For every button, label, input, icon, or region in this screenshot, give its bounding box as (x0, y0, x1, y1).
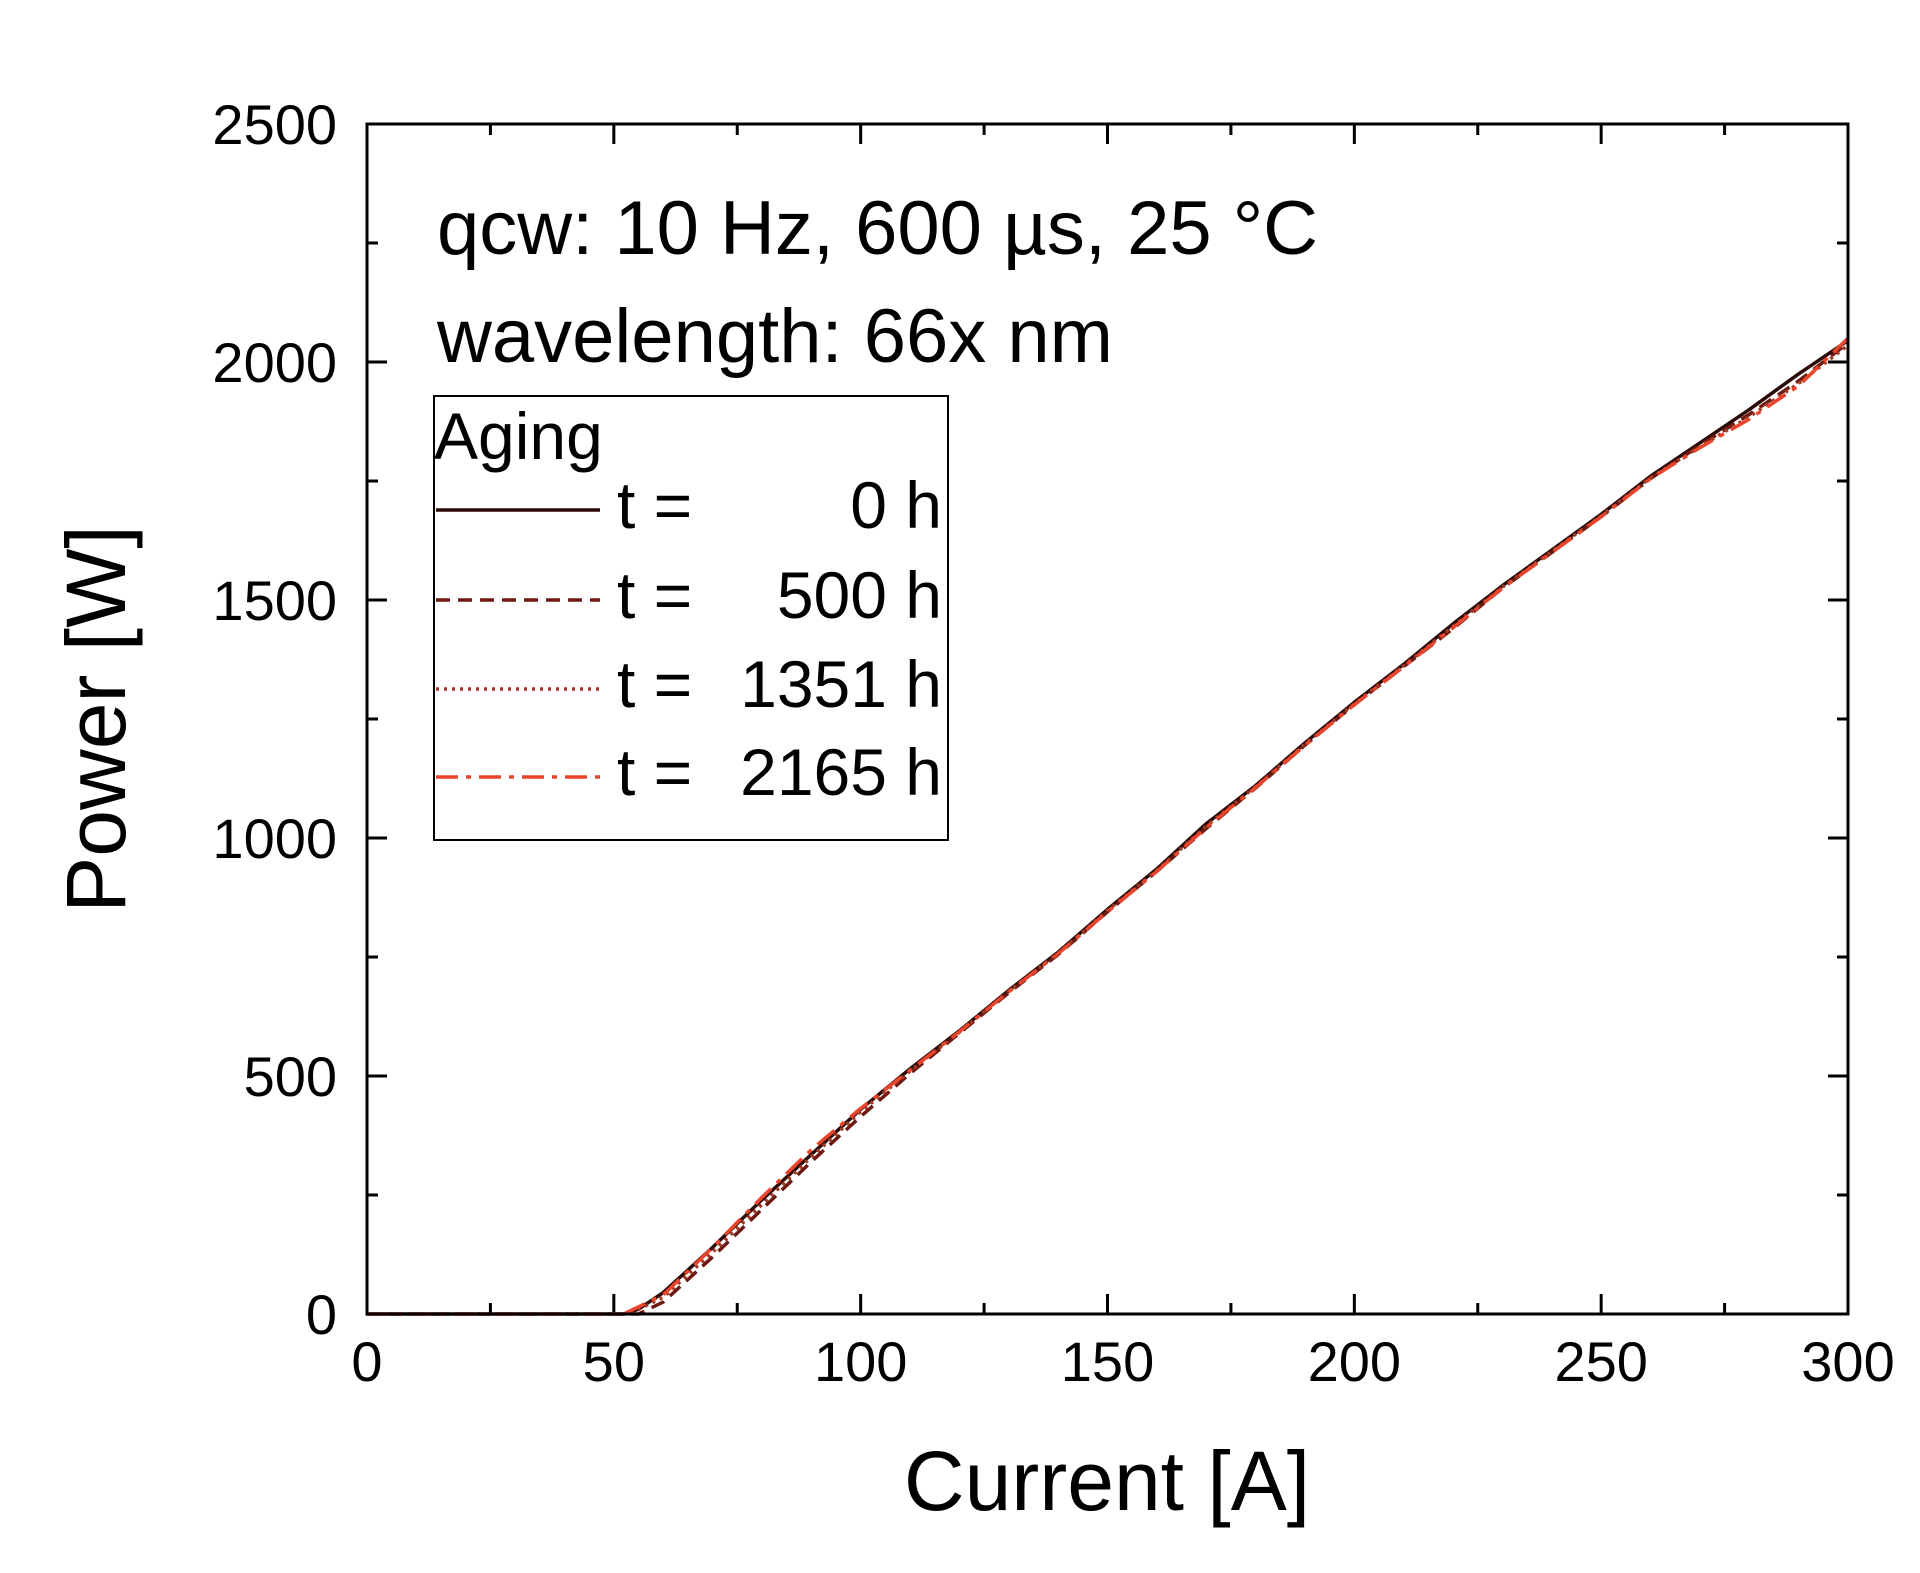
annotation-conditions: qcw: 10 Hz, 600 µs, 25 °C (437, 186, 1318, 271)
series-line-2 (367, 343, 1850, 1316)
x-tick-label: 0 (351, 1330, 382, 1393)
legend: Aging t = 0 h t = 500 h t = 1351 h t = 2165 h (433, 395, 949, 841)
x-tick-label: 100 (814, 1330, 907, 1393)
legend-prefix: t = (617, 468, 692, 542)
series-line-3 (367, 336, 1850, 1316)
y-tick-label: 500 (244, 1045, 337, 1108)
y-tick-label: 2500 (212, 93, 337, 156)
legend-value: 2165 h (740, 735, 942, 809)
legend-prefix: t = (617, 735, 692, 809)
x-tick-label: 50 (583, 1330, 645, 1393)
tick-labels: 0 50 100 150 200 250 300 0 500 1000 1500 2000 2500 (212, 93, 1894, 1393)
series-layer (367, 336, 1850, 1316)
legend-value: 0 h (850, 468, 942, 542)
x-tick-label: 150 (1061, 1330, 1154, 1393)
plot-frame (365, 122, 1850, 1316)
y-tick-label: 2000 (212, 331, 337, 394)
legend-box (433, 395, 949, 841)
x-tick-label: 300 (1801, 1330, 1894, 1393)
legend-value: 500 h (777, 558, 942, 632)
legend-prefix: t = (617, 558, 692, 632)
x-tick-label: 250 (1554, 1330, 1647, 1393)
x-axis-label: Current [A] (904, 1434, 1310, 1528)
x-tick-label: 200 (1308, 1330, 1401, 1393)
y-tick-label: 1500 (212, 569, 337, 632)
y-axis-label: Power [W] (49, 525, 143, 912)
annotation-wavelength: wavelength: 66x nm (436, 294, 1113, 379)
legend-value: 1351 h (740, 647, 942, 721)
legend-prefix: t = (617, 647, 692, 721)
y-tick-label: 0 (306, 1283, 337, 1346)
legend-entries: t = 0 h t = 500 h t = 1351 h t = 2165 h (436, 468, 942, 809)
y-tick-label: 1000 (212, 807, 337, 870)
legend-title: Aging (434, 399, 603, 473)
